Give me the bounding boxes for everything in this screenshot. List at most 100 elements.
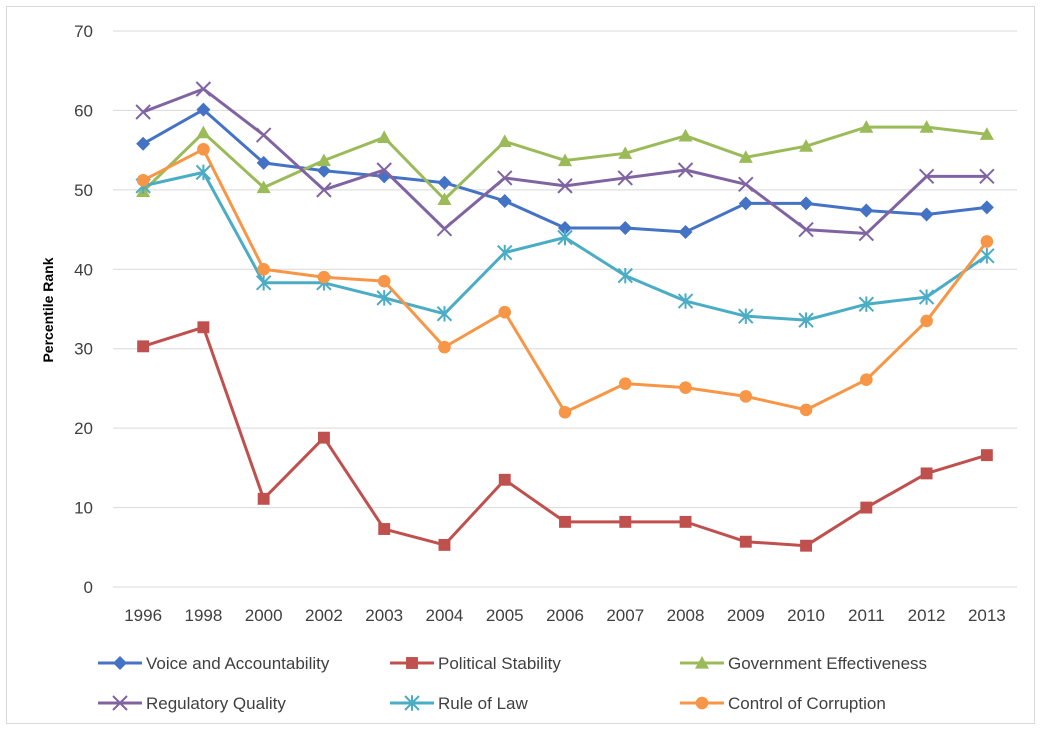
x-tick-label: 2009 (727, 606, 765, 625)
data-point (558, 405, 572, 419)
data-point (798, 312, 814, 328)
data-point (738, 308, 754, 324)
data-point (256, 155, 271, 170)
x-tick-label: 2005 (486, 606, 524, 625)
legend-label: Political Stability (438, 654, 561, 673)
data-point (979, 248, 995, 264)
data-point (316, 153, 331, 167)
y-tick-label: 20 (74, 419, 93, 438)
legend-label: Government Effectiveness (728, 654, 927, 673)
data-point (677, 293, 694, 309)
data-point (195, 81, 212, 97)
legend-item: Rule of Law (390, 694, 528, 713)
legend-label: Regulatory Quality (146, 694, 286, 713)
data-point (860, 501, 873, 514)
series-government-effectiveness (136, 120, 994, 205)
data-point (619, 515, 632, 528)
x-tick-label: 2003 (365, 606, 403, 625)
data-point (497, 134, 512, 148)
x-tick-label: 2004 (426, 606, 464, 625)
data-point (196, 102, 211, 117)
data-point (798, 221, 814, 238)
data-point (137, 340, 150, 353)
data-point (617, 170, 633, 186)
data-point (255, 275, 272, 291)
data-point (257, 492, 270, 505)
x-tick-label: 2011 (848, 606, 885, 625)
data-point (136, 136, 151, 151)
y-tick-label: 70 (74, 22, 93, 41)
data-point (858, 296, 875, 312)
y-axis-label: Percentile Rank (40, 257, 56, 362)
x-tick-label: 2002 (305, 606, 343, 625)
data-point (799, 196, 814, 211)
data-point (738, 176, 754, 193)
data-point (618, 377, 632, 390)
data-point (558, 220, 572, 235)
y-tick-label: 40 (74, 260, 93, 279)
legend-item: Government Effectiveness (680, 654, 927, 673)
legend-label: Voice and Accountability (146, 654, 330, 673)
series-line (142, 325, 988, 548)
data-point (497, 244, 513, 261)
data-point (859, 120, 874, 133)
y-tick-label: 30 (74, 340, 93, 359)
legend-marker (113, 656, 127, 670)
data-point (980, 235, 994, 248)
data-point (438, 340, 451, 354)
data-point (738, 196, 753, 211)
x-tick-label: 1998 (184, 606, 222, 625)
gridlines (113, 30, 1017, 588)
data-point (257, 262, 270, 276)
x-tick-label: 2008 (667, 606, 705, 625)
data-point (497, 170, 513, 186)
data-point (316, 163, 331, 178)
data-point (377, 130, 392, 144)
data-point (678, 224, 693, 239)
data-point (920, 467, 933, 480)
y-tick-label: 50 (74, 181, 93, 200)
legend-item: Political Stability (390, 654, 561, 673)
data-point (317, 270, 331, 284)
legend-label: Control of Corruption (728, 694, 886, 713)
y-axis-ticks: 0 10 20 30 40 50 60 70 (74, 22, 93, 597)
data-point (980, 449, 993, 462)
data-point (135, 104, 151, 120)
series-layer (135, 81, 995, 552)
data-point (799, 139, 814, 152)
data-point (376, 290, 392, 306)
data-point (197, 321, 210, 334)
series-line (142, 147, 989, 414)
data-point (498, 305, 512, 319)
data-point (316, 182, 332, 198)
data-point (136, 174, 150, 187)
series-political-stability (137, 321, 993, 552)
data-point (497, 193, 512, 208)
legend-item: Voice and Accountability (98, 654, 330, 673)
legend-marker (406, 657, 418, 669)
y-tick-label: 60 (74, 101, 93, 120)
data-point (739, 390, 753, 403)
data-point (738, 150, 753, 163)
data-point (256, 180, 271, 194)
data-point (859, 203, 874, 218)
data-point (918, 289, 935, 305)
legend-marker (695, 656, 709, 669)
data-point (979, 200, 994, 215)
legend-item: Control of Corruption (680, 694, 886, 713)
data-point (195, 164, 212, 181)
x-tick-label: 2013 (968, 606, 1006, 625)
x-tick-label: 1996 (124, 606, 162, 625)
data-point (739, 535, 752, 548)
x-tick-label: 2007 (606, 606, 644, 625)
data-point (437, 192, 452, 205)
data-point (376, 162, 392, 178)
x-tick-label: 2006 (546, 606, 584, 625)
data-point (617, 267, 633, 284)
data-point (197, 143, 210, 156)
legend: Voice and Accountability Political Stabil… (98, 654, 927, 713)
legend-marker (404, 695, 420, 711)
data-point (557, 229, 573, 246)
data-point (317, 431, 330, 444)
